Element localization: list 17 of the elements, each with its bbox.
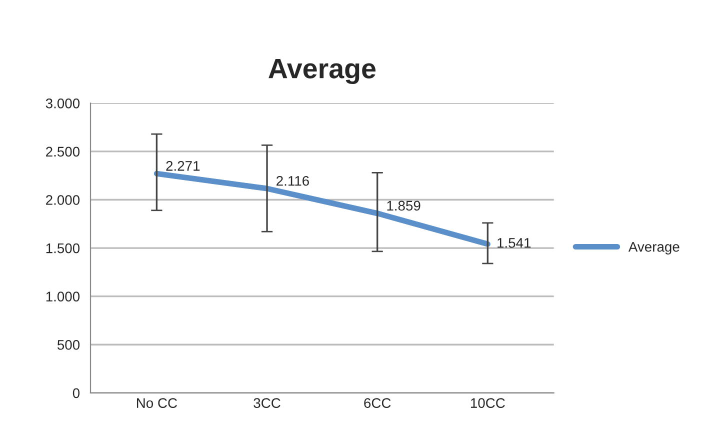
- y-tick-label: 1.500: [46, 243, 80, 254]
- x-tick-label: 6CC: [364, 398, 391, 408]
- y-tick-label: 1.000: [46, 292, 80, 302]
- y-tick-label: 500: [57, 340, 80, 350]
- data-label: 1.541: [498, 238, 531, 248]
- data-label: 2.271: [166, 160, 200, 171]
- x-tick-label: 10CC: [470, 398, 505, 408]
- data-label: 2.116: [276, 176, 309, 186]
- chart-title: Average: [268, 59, 376, 84]
- y-tick-label: 2.000: [46, 195, 80, 205]
- y-tick-label: 2.500: [46, 146, 80, 157]
- legend-label: Average: [628, 242, 680, 255]
- x-tick-label: No CC: [136, 398, 177, 408]
- y-tick-label: 3.000: [46, 98, 80, 108]
- data-label: 1.859: [387, 200, 420, 211]
- y-tick-label: 0: [72, 388, 80, 398]
- x-tick-label: 3CC: [254, 398, 280, 408]
